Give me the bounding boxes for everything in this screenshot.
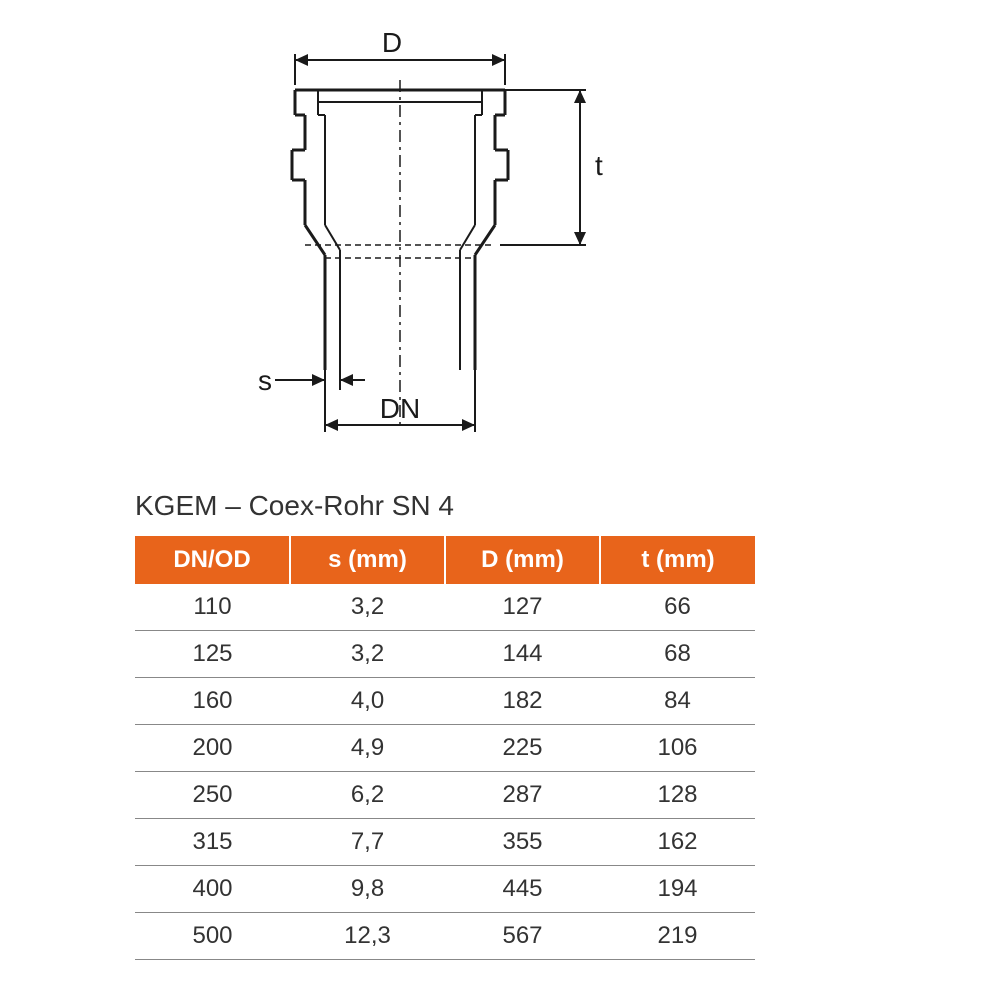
table-row: 160 4,0 182 84 — [135, 678, 755, 725]
table-body: 110 3,2 127 66 125 3,2 144 68 160 4,0 18… — [135, 584, 755, 960]
table-row: 250 6,2 287 128 — [135, 772, 755, 819]
label-D: D — [382, 30, 402, 58]
table-row: 315 7,7 355 162 — [135, 819, 755, 866]
table-row: 200 4,9 225 106 — [135, 725, 755, 772]
dimension-D: D — [295, 30, 505, 85]
table-row: 125 3,2 144 68 — [135, 631, 755, 678]
table-row: 400 9,8 445 194 — [135, 866, 755, 913]
label-DN: DN — [380, 393, 420, 424]
pipe-diagram-svg: D t — [200, 30, 700, 450]
table-row: 110 3,2 127 66 — [135, 584, 755, 631]
table-title: KGEM – Coex-Rohr SN 4 — [135, 490, 755, 522]
label-t: t — [595, 150, 603, 181]
dimension-t: t — [500, 90, 603, 245]
specification-section: KGEM – Coex-Rohr SN 4 DN/OD s (mm) D (mm… — [135, 490, 755, 960]
table-row: 500 12,3 567 219 — [135, 913, 755, 960]
dimension-s: s — [258, 365, 365, 396]
header-dn-od: DN/OD — [135, 536, 290, 584]
header-D: D (mm) — [445, 536, 600, 584]
specification-table: DN/OD s (mm) D (mm) t (mm) 110 3,2 127 6… — [135, 536, 755, 960]
table-header-row: DN/OD s (mm) D (mm) t (mm) — [135, 536, 755, 584]
header-s: s (mm) — [290, 536, 445, 584]
technical-diagram: D t — [200, 30, 700, 450]
label-s: s — [258, 365, 272, 396]
header-t: t (mm) — [600, 536, 755, 584]
